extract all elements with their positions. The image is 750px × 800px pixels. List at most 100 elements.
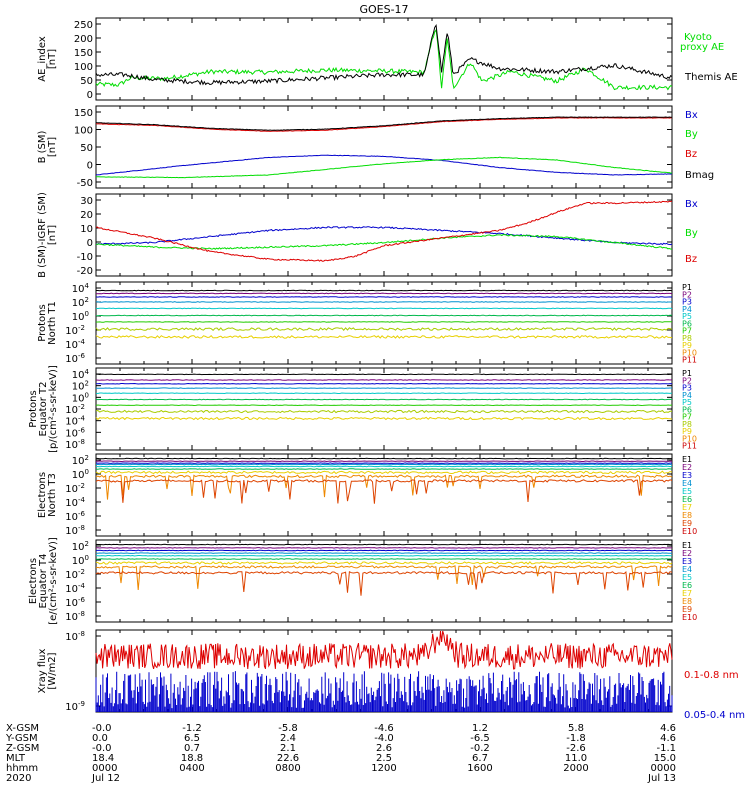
legend-p2: P2 [682, 376, 692, 385]
y-tick-label: 10-8 [65, 438, 85, 451]
series-line-e6 [96, 558, 673, 560]
orbit-cell: -4.0 [374, 733, 394, 744]
series-line-e4 [96, 552, 672, 554]
panel-bsm: 150 100 50 0 -50 B (SM) [nT] Bx By Bz Bmag [37, 105, 714, 189]
legend-kyoto: Kyoto [684, 32, 712, 43]
y-tick-label: 0 [87, 238, 93, 249]
orbit-cell: 2.5 [376, 753, 392, 764]
series-line-e5 [95, 465, 673, 468]
y-tick-label: -50 [77, 178, 93, 189]
legend-e7: E7 [682, 503, 692, 512]
orbit-cell: 0.0 [92, 733, 108, 744]
series-line-p6 [96, 314, 672, 317]
legend-p11: P11 [682, 356, 697, 365]
legend-e8: E8 [682, 597, 692, 606]
y-tick-label: 102 [72, 454, 89, 467]
orbit-cell: 1600 [467, 763, 492, 774]
series-line-by [95, 233, 673, 250]
y-tick-label: 50 [80, 76, 93, 87]
legend-by: By [685, 129, 698, 140]
series-line-bx [95, 154, 673, 176]
legend-p4: P4 [682, 391, 692, 400]
legend-p6: P6 [682, 405, 692, 414]
y-tick-label: 150 [74, 108, 93, 119]
orbit-cell: 0.7 [184, 743, 200, 754]
legend-p6: P6 [682, 319, 692, 328]
orbit-cell: 0800 [275, 763, 300, 774]
y-tick-label: 0 [87, 90, 93, 101]
series-line-p1 [95, 373, 673, 376]
legend-e4: E4 [682, 565, 692, 574]
y-tick-label: 30 [80, 196, 93, 207]
legend-p7: P7 [682, 413, 692, 422]
orbit-cell: Jul 12 [91, 773, 120, 784]
legend-p1: P1 [682, 369, 692, 378]
y-axis-label: [W/m2] [47, 652, 58, 689]
y-axis-label: B (SM) [37, 130, 48, 163]
legend-proxy-ae: proxy AE [680, 42, 724, 53]
orbit-cell: -2.6 [566, 743, 586, 754]
y-tick-label: 102 [72, 380, 89, 393]
orbit-row-label: hhmm [6, 763, 38, 774]
y-tick-label: 100 [74, 126, 93, 137]
legend-0-1-0-8-nm: 0.1-0.8 nm [684, 670, 739, 681]
series-line-e9 [95, 479, 673, 504]
series-line-e1 [95, 457, 672, 460]
y-tick-label: 0 [87, 161, 93, 172]
legend-p10: P10 [682, 348, 697, 357]
legend-e9: E9 [682, 519, 692, 528]
orbit-cell: 6.5 [184, 733, 200, 744]
series-line-p6 [95, 398, 672, 401]
legend-e5: E5 [682, 573, 692, 582]
orbit-cell: 2000 [563, 763, 588, 774]
legend-p1: P1 [682, 283, 692, 292]
orbit-cell: 1.2 [472, 723, 488, 734]
y-tick-label: 10-2 [65, 324, 85, 337]
orbit-cell: 4.6 [660, 723, 676, 734]
y-tick-label: 104 [72, 368, 90, 381]
y-tick-label: 10-6 [65, 510, 85, 523]
y-axis-label: [e/(cm²-s-sr-keV)] [48, 537, 59, 625]
orbit-row-label: MLT [6, 753, 26, 764]
orbit-cell: -0.0 [92, 743, 112, 754]
y-tick-label: -10 [77, 252, 93, 263]
y-tick-label: 10-9 [65, 700, 85, 713]
y-tick-label: 100 [72, 310, 89, 323]
orbit-cell: -1.1 [656, 743, 676, 754]
legend-bz: Bz [685, 254, 697, 265]
legend-e9: E9 [682, 605, 692, 614]
y-tick-label: 10-8 [65, 524, 85, 537]
orbit-cell: 5.8 [568, 723, 584, 734]
panel-frame [95, 539, 673, 623]
y-tick-label: 10-2 [65, 482, 85, 495]
y-axis-label: B (SM)-IGRF (SM) [37, 192, 48, 278]
series-line-e4 [95, 463, 673, 466]
series-line-p2 [95, 292, 673, 295]
orbit-cell: Jul 13 [647, 773, 676, 784]
series-line-e2 [95, 460, 673, 463]
y-axis-label: Protons [37, 304, 48, 341]
y-tick-label: 10-8 [65, 610, 85, 623]
orbit-row-label: Y-GSM [5, 733, 38, 744]
orbit-row-label: X-GSM [6, 723, 39, 734]
legend-e6: E6 [682, 581, 692, 590]
series-line-p9 [95, 334, 673, 339]
legend-e7: E7 [682, 589, 692, 598]
y-axis-label: North T1 [47, 301, 58, 345]
orbit-cell: -1.2 [182, 723, 202, 734]
y-axis-label: [nT] [47, 225, 58, 245]
y-axis-label: AE_index [37, 36, 48, 82]
series-line-p7 [95, 404, 673, 407]
series-line-by [95, 156, 673, 179]
series-line-e7 [95, 470, 673, 475]
y-tick-label: 10-6 [65, 596, 85, 609]
y-tick-label: 10-6 [65, 352, 85, 365]
legend-e3: E3 [682, 557, 692, 566]
legend-e5: E5 [682, 487, 692, 496]
series-line-e6 [96, 468, 673, 470]
panel-frame [95, 281, 673, 365]
orbit-cell: -4.6 [374, 723, 394, 734]
y-tick-label: 102 [72, 540, 89, 553]
